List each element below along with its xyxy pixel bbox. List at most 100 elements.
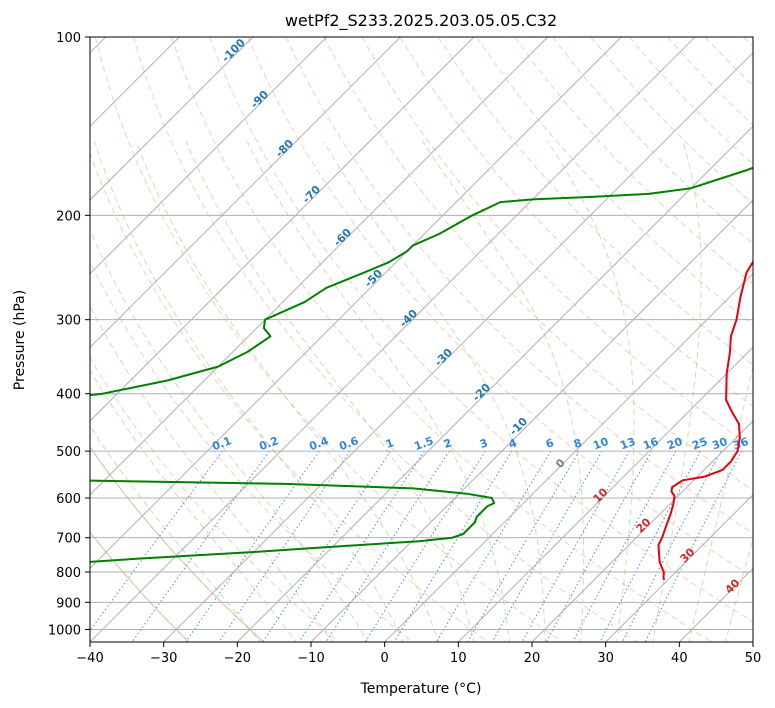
x-tick-label: −30	[150, 651, 177, 666]
isotherm-line	[90, 37, 696, 642]
moist-adiabat-line	[90, 425, 261, 642]
y-axis-ticks: 100 200 300 400 500 600 700 800 900 1000	[48, 31, 90, 638]
profile-series	[90, 166, 753, 581]
x-tick-label: −10	[297, 651, 324, 666]
mixing-ratio-label: 0.1	[210, 434, 233, 453]
mixing-ratio-label: 16	[641, 435, 660, 453]
y-tick-label: 300	[56, 314, 81, 329]
background-reference-lines	[90, 37, 775, 644]
isotherm-line	[752, 641, 753, 642]
moist-adiabat-line	[688, 363, 753, 642]
mixing-ratio-label: 25	[690, 435, 709, 452]
mixing-ratio-label: 10	[591, 435, 610, 453]
moist-adiabat-line	[547, 141, 635, 642]
mixing-ratio-line	[545, 450, 653, 642]
isotherm-line	[605, 493, 753, 642]
mixing-ratio-label: 2	[442, 436, 454, 451]
isotherm-line	[384, 272, 753, 642]
isotherm-line	[90, 37, 475, 422]
dry-adiabat-line	[285, 37, 753, 535]
dry-adiabat-line	[90, 356, 339, 642]
mixing-ratio-label: 0.2	[257, 434, 280, 453]
isotherm-line	[163, 51, 753, 642]
mixing-ratio-line	[572, 450, 677, 642]
x-axis-ticks: −40 −30 −20 −10 0 10 20 30 40 50	[76, 642, 761, 666]
dry-adiabat-line	[323, 37, 753, 491]
mixing-ratio-label: 6	[544, 436, 556, 451]
y-tick-label: 100	[56, 31, 81, 46]
reference-curve	[90, 531, 190, 642]
isotherm-line	[90, 37, 328, 275]
y-tick-label: 400	[56, 388, 81, 403]
chart-title: wetPf2_S233.2025.203.05.05.C32	[285, 11, 557, 31]
mixing-ratio-label: 4	[507, 436, 519, 451]
series-line-0	[657, 259, 753, 581]
isotherm-line	[90, 37, 622, 570]
dry-adiabat-line	[209, 37, 753, 623]
dry-adiabat-line	[132, 37, 638, 642]
y-tick-label: 900	[56, 596, 81, 611]
y-tick-label: 1000	[48, 623, 81, 638]
dry-adiabat-line	[90, 152, 488, 642]
moist-adiabat-line	[652, 141, 702, 642]
x-tick-label: 10	[450, 651, 467, 666]
isotherm-line	[90, 37, 549, 496]
series-line-1	[90, 166, 753, 563]
x-tick-label: 50	[745, 651, 762, 666]
mixing-ratio-line	[599, 450, 701, 642]
mixing-ratio-line	[262, 450, 392, 642]
x-tick-label: 30	[597, 651, 614, 666]
gridlines	[90, 37, 753, 642]
x-tick-label: −20	[224, 651, 251, 666]
isotherm-line	[457, 346, 753, 642]
mixing-ratio-label: 1	[384, 436, 396, 451]
moist-adiabat-line	[90, 369, 298, 642]
mixing-ratio-label: 3	[478, 436, 490, 451]
mixing-ratio-label: 8	[572, 436, 584, 451]
reference-curve	[90, 445, 264, 642]
y-tick-label: 700	[56, 532, 81, 547]
dry-adiabat-line	[514, 37, 753, 285]
isotherm-line	[236, 125, 753, 642]
x-tick-label: 20	[524, 651, 541, 666]
mixing-ratio-label: 13	[618, 435, 637, 452]
mixing-ratio-label: 20	[665, 435, 684, 453]
mixing-ratio-line	[621, 450, 722, 642]
x-axis-label: Temperature (°C)	[360, 681, 482, 697]
dry-adiabat-line	[437, 37, 753, 366]
moist-adiabat-line	[94, 141, 404, 642]
mixing-ratio-line	[185, 450, 320, 642]
y-tick-label: 200	[56, 209, 81, 224]
mixing-ratio-label: 30	[710, 435, 729, 453]
mixing-ratio-label: 36	[731, 435, 750, 453]
moist-adiabat-line	[761, 141, 775, 644]
mixing-ratio-line	[521, 450, 630, 642]
x-tick-label: −40	[76, 651, 103, 666]
mixing-ratio-line	[491, 450, 603, 642]
plot-background	[90, 37, 753, 642]
plot-frame	[89, 36, 754, 643]
moist-adiabat-line	[323, 141, 546, 642]
mixing-ratio-line	[90, 450, 223, 632]
moist-adiabat-line	[185, 141, 475, 642]
moist-adiabat-line	[246, 141, 510, 642]
mixing-ratio-label: 1.5	[412, 434, 435, 453]
mixing-ratio-line	[298, 450, 425, 642]
y-tick-label: 800	[56, 566, 81, 581]
mixing-ratio-label: 0.6	[337, 434, 360, 453]
moist-adiabat-line	[725, 536, 753, 642]
y-tick-label: 500	[56, 445, 81, 460]
mixing-ratio-label: 0.4	[307, 434, 330, 453]
x-tick-label: 40	[671, 651, 688, 666]
x-tick-label: 0	[381, 651, 389, 666]
y-tick-label: 600	[56, 492, 81, 507]
moist-adiabat-line	[90, 305, 333, 642]
y-axis-label: Pressure (hPa)	[12, 290, 28, 390]
moist-adiabat-line	[422, 141, 585, 642]
dry-adiabat-line	[247, 37, 753, 578]
mixing-ratio-line	[644, 450, 743, 642]
dry-adiabat-line	[476, 37, 753, 325]
isotherm-line	[531, 420, 753, 642]
moist-adiabat-line	[135, 141, 440, 642]
